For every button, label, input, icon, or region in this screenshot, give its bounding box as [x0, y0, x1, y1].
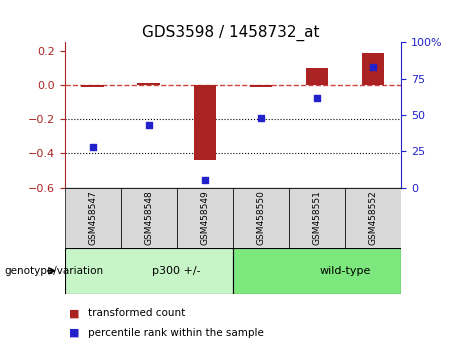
- Text: genotype/variation: genotype/variation: [5, 266, 104, 276]
- Point: [257, 115, 265, 121]
- Bar: [82, 85, 104, 87]
- Text: ■: ■: [69, 328, 80, 338]
- Bar: [362, 53, 384, 85]
- FancyBboxPatch shape: [65, 188, 121, 248]
- Text: GDS3598 / 1458732_at: GDS3598 / 1458732_at: [142, 25, 319, 41]
- Point: [201, 178, 208, 183]
- Bar: [194, 85, 216, 160]
- FancyBboxPatch shape: [345, 188, 401, 248]
- Text: GSM458551: GSM458551: [313, 190, 321, 245]
- FancyBboxPatch shape: [65, 248, 233, 294]
- Bar: [250, 85, 272, 87]
- Point: [313, 95, 321, 101]
- FancyBboxPatch shape: [289, 188, 345, 248]
- Text: GSM458550: GSM458550: [256, 190, 266, 245]
- Bar: [306, 68, 328, 85]
- Point: [145, 122, 152, 128]
- FancyBboxPatch shape: [233, 188, 289, 248]
- Bar: [137, 84, 160, 85]
- Point: [89, 144, 96, 150]
- Text: GSM458552: GSM458552: [368, 190, 378, 245]
- Text: ■: ■: [69, 308, 80, 318]
- Text: transformed count: transformed count: [88, 308, 185, 318]
- Text: GSM458549: GSM458549: [200, 190, 209, 245]
- Text: percentile rank within the sample: percentile rank within the sample: [88, 328, 264, 338]
- Text: wild-type: wild-type: [319, 266, 371, 276]
- Point: [369, 64, 377, 70]
- FancyBboxPatch shape: [121, 188, 177, 248]
- Text: GSM458547: GSM458547: [88, 190, 97, 245]
- Text: GSM458548: GSM458548: [144, 190, 153, 245]
- FancyBboxPatch shape: [233, 248, 401, 294]
- FancyBboxPatch shape: [177, 188, 233, 248]
- Text: p300 +/-: p300 +/-: [153, 266, 201, 276]
